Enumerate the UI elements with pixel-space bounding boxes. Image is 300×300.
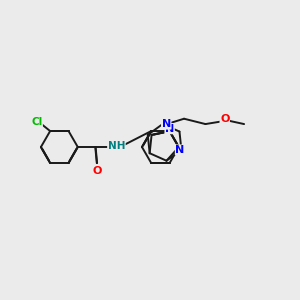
Text: NH: NH — [108, 141, 125, 151]
Text: N: N — [165, 124, 174, 134]
Text: O: O — [92, 166, 102, 176]
Text: O: O — [220, 114, 230, 124]
Text: Cl: Cl — [31, 117, 42, 127]
Text: N: N — [176, 145, 184, 155]
Text: N: N — [162, 119, 171, 129]
